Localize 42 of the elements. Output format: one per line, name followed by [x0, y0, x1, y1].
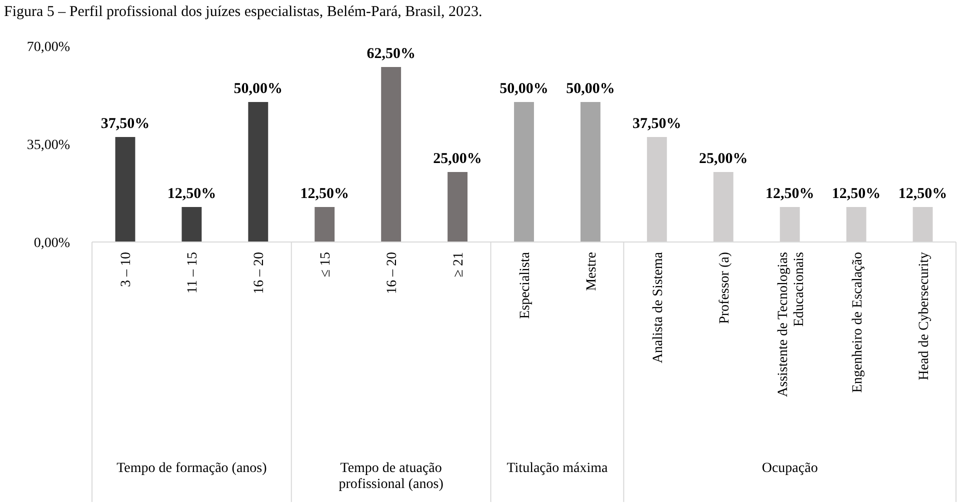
text: Titulação máxima [506, 461, 608, 476]
bar [314, 207, 335, 242]
x-tick-label: Professor (a) [717, 252, 732, 324]
bar [115, 137, 136, 242]
data-label: 37,50% [632, 116, 682, 132]
y-tick-label: 35,00% [26, 138, 70, 153]
data-label: 12,50% [765, 186, 814, 202]
data-label: 25,00% [433, 151, 482, 167]
chart-title: Figura 5 – Perfil profissional dos juízes especialistas, Belém-Pará, Brasil, 2023. [4, 4, 482, 20]
y-tick-label: 70,00% [26, 40, 70, 55]
data-label: 12,50% [300, 186, 349, 202]
data-label: 50,00% [500, 81, 548, 97]
y-tick-label: 0,00% [34, 236, 70, 251]
bar [381, 67, 402, 242]
data-label: 50,00% [234, 81, 283, 97]
x-tick-label: 16 – 20 [385, 252, 400, 294]
x-tick-label: Engenheiro de Escalação [850, 252, 866, 393]
x-tick-label: ≥ 21 [452, 252, 467, 278]
bar [448, 172, 468, 242]
text: Tempo de formação (anos) [116, 461, 268, 476]
x-tick-label: 3 – 10 [119, 252, 134, 287]
text: Ocupação [762, 461, 818, 476]
bar [182, 207, 202, 242]
data-label: 50,00% [566, 81, 615, 97]
data-label: 37,50% [100, 116, 150, 132]
data-label: 25,00% [699, 151, 748, 167]
x-tick-label: Head de Cybersecurity [916, 252, 932, 380]
x-tick-label: Especialista [518, 251, 533, 319]
x-tick-label: Mestre [584, 252, 600, 291]
x-tick-label: Assistente de Tecnologias Educacionais [776, 252, 807, 397]
x-tick-label: ≤ 15 [318, 252, 334, 278]
data-label: 62,50% [366, 46, 416, 62]
data-label: 12,50% [898, 186, 948, 202]
bar [514, 102, 534, 242]
text: Tempo de atuação profissional (anos) [338, 461, 444, 492]
bar [580, 102, 600, 242]
x-tick-label: Analista de Sistema [650, 251, 666, 364]
data-label: 12,50% [167, 186, 216, 202]
data-label: 12,50% [832, 186, 881, 202]
bar [248, 102, 268, 242]
x-tick-label: 16 – 20 [252, 252, 268, 294]
x-tick-label: 11 – 15 [186, 252, 201, 294]
